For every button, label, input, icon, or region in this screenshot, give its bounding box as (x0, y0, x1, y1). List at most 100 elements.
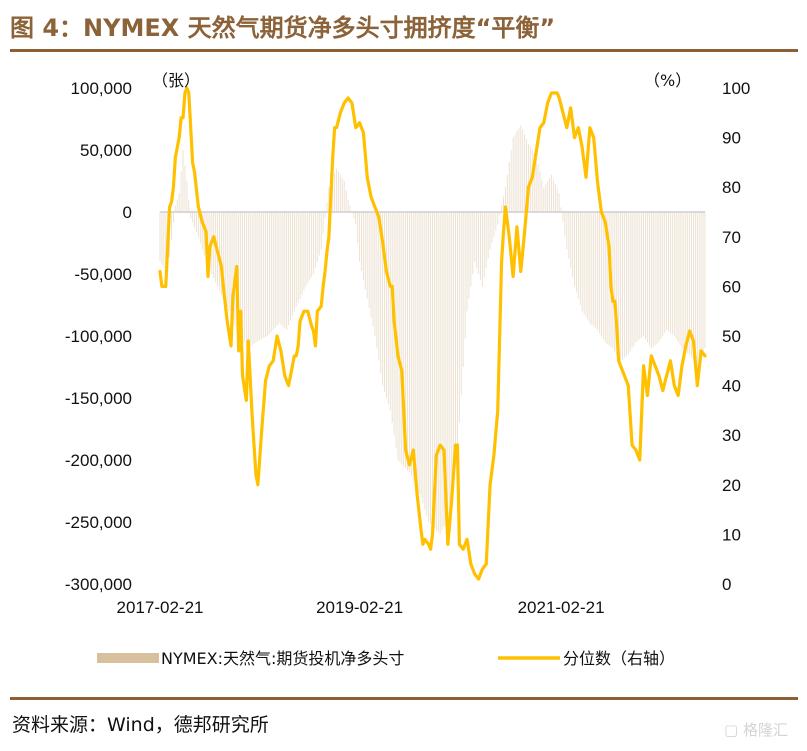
bar (468, 212, 470, 299)
bar (172, 212, 174, 223)
bar (673, 212, 675, 336)
legend-label-bar: NYMEX:天然气:期货投机净多头寸 (161, 649, 404, 668)
bar (470, 212, 472, 287)
bar (359, 212, 361, 262)
bar (564, 212, 566, 236)
bar (192, 212, 194, 223)
bar (430, 212, 432, 525)
bar (232, 212, 234, 321)
right-tick-label: 40 (722, 377, 741, 396)
bar (479, 212, 481, 281)
bar (504, 187, 506, 212)
right-tick-label: 0 (722, 575, 731, 594)
bar (537, 163, 539, 212)
bar (487, 212, 489, 259)
bar (621, 212, 623, 360)
bar (314, 212, 316, 268)
bar (364, 212, 366, 290)
bar (587, 212, 589, 321)
chart-title: 图 4：NYMEX 天然气期货净多头寸拥挤度“平衡” (10, 14, 556, 42)
bar (289, 212, 291, 321)
bar (326, 202, 328, 212)
right-tick-label: 50 (722, 327, 741, 346)
bar (194, 212, 196, 228)
bar (618, 212, 620, 358)
bar (453, 212, 455, 488)
left-tick-label: -250,000 (65, 513, 132, 532)
bar (558, 193, 560, 212)
right-tick-label: 30 (722, 426, 741, 445)
bar (201, 212, 203, 250)
bar (458, 212, 460, 423)
bar (514, 134, 516, 212)
bar (366, 212, 368, 299)
bar (681, 212, 683, 349)
bar (249, 212, 251, 347)
bar (666, 212, 668, 330)
bar (462, 212, 464, 367)
bar (295, 212, 297, 308)
bar (399, 212, 401, 463)
bar (263, 212, 265, 339)
bar (516, 131, 518, 212)
bar (305, 212, 307, 287)
bar (432, 212, 433, 527)
bar (197, 212, 199, 237)
bar (656, 212, 658, 344)
bar (669, 212, 671, 333)
bar (336, 168, 338, 212)
bar (418, 212, 420, 494)
left-tick-label: 100,000 (71, 79, 132, 98)
bar (255, 212, 257, 343)
bar (595, 212, 597, 329)
bar (702, 212, 704, 354)
bar (451, 212, 453, 510)
bar (652, 212, 654, 347)
bar (403, 212, 405, 467)
bar (627, 212, 629, 355)
bar (614, 212, 616, 352)
left-tick-label: -100,000 (65, 327, 132, 346)
bar (349, 205, 351, 212)
bar (545, 184, 547, 212)
bar (679, 212, 681, 346)
bar (552, 179, 554, 212)
bar (318, 212, 320, 256)
bar (293, 212, 295, 312)
bar (382, 212, 384, 386)
bar (508, 162, 510, 212)
bar (270, 212, 272, 332)
bar (643, 212, 645, 336)
bar (501, 205, 503, 212)
bar (242, 212, 244, 340)
bar (654, 212, 656, 346)
bar (245, 212, 247, 346)
bar (445, 212, 447, 522)
bar (334, 173, 336, 212)
bar (389, 212, 391, 411)
bar (316, 212, 318, 262)
bar (660, 212, 662, 340)
bar (203, 212, 205, 256)
bar (698, 212, 700, 363)
bar (401, 212, 403, 465)
bar (266, 212, 268, 336)
left-tick-label: -200,000 (65, 451, 132, 470)
bar (700, 212, 702, 358)
bar (355, 212, 357, 225)
bar (575, 212, 577, 293)
legend-swatch-bar (97, 653, 159, 663)
bar (623, 212, 625, 358)
bar (380, 212, 382, 374)
bar (591, 212, 593, 326)
bar (604, 212, 606, 343)
watermark-text: 格隆汇 (742, 721, 788, 739)
bar (165, 212, 167, 271)
bar (278, 212, 280, 324)
bar (696, 212, 698, 367)
bar (600, 212, 602, 336)
bar (313, 212, 315, 274)
bar (297, 212, 299, 303)
bar (527, 143, 529, 212)
x-tick-label: 2019-02-21 (316, 598, 403, 617)
